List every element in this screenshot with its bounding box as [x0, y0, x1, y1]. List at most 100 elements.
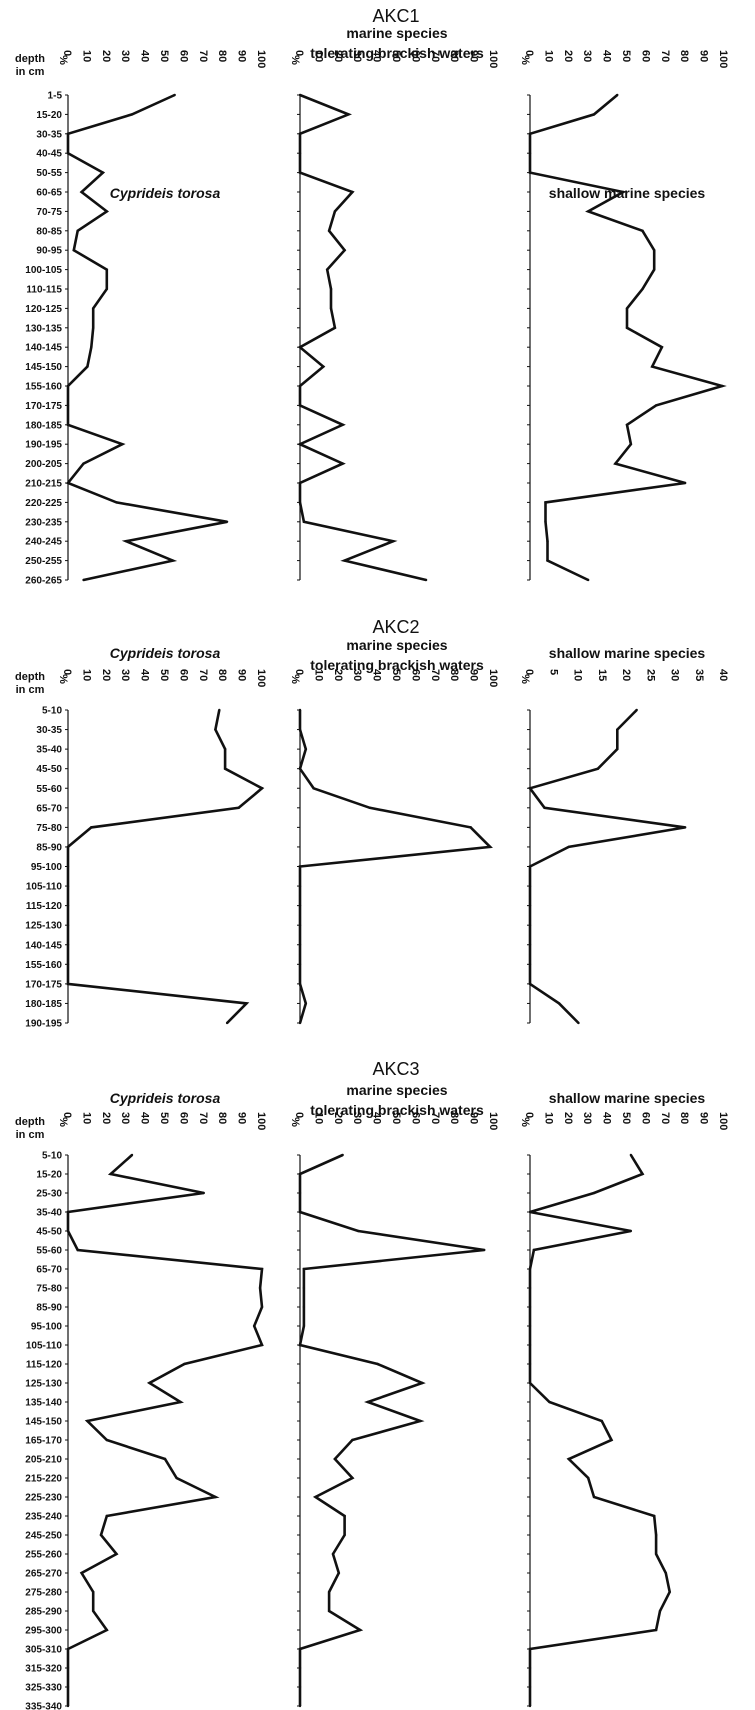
data-point — [302, 1286, 306, 1290]
data-point — [66, 963, 70, 966]
tick-label: 30 — [351, 50, 363, 62]
tick-label: 10 — [542, 1112, 554, 1124]
data-point — [333, 326, 337, 329]
data-point — [298, 982, 302, 986]
data-point — [567, 1457, 570, 1461]
data-point — [302, 1305, 306, 1309]
data-point — [66, 384, 70, 388]
data-point — [587, 210, 590, 213]
data-point — [105, 1438, 109, 1442]
data-point — [92, 326, 95, 329]
tick-label: 100 — [487, 50, 499, 68]
data-point — [66, 481, 70, 485]
data-point — [652, 268, 656, 271]
data-point — [298, 384, 302, 388]
tick-label: 15 — [596, 669, 608, 681]
data-point — [314, 1495, 317, 1499]
data-point — [528, 963, 532, 966]
data-point — [302, 520, 306, 523]
series-title: tolerating brackish waters — [310, 1102, 484, 1118]
data-point — [347, 113, 350, 116]
data-point — [298, 1343, 302, 1347]
data-point — [343, 1514, 346, 1518]
tick-label: 90 — [468, 669, 480, 681]
data-point — [218, 708, 221, 712]
tick-label: 80 — [448, 669, 460, 681]
data-point — [214, 1495, 217, 1499]
depth-label: 265-270 — [25, 1569, 62, 1580]
data-point — [66, 423, 70, 426]
depth-label: 155-160 — [25, 960, 62, 971]
tick-label: 60 — [639, 50, 651, 62]
data-point — [357, 1229, 360, 1233]
data-point — [654, 1552, 658, 1556]
depth-label: 240-245 — [25, 537, 62, 548]
tick-label: 0 — [61, 50, 73, 56]
data-point — [92, 1590, 95, 1594]
tick-label: 40 — [371, 1112, 383, 1124]
tick-label: 50 — [390, 50, 402, 62]
depth-label: 85-90 — [36, 842, 62, 853]
depth-label: 260-265 — [25, 576, 62, 587]
depth-label: 125-130 — [25, 921, 62, 932]
tick-label: 70 — [659, 50, 671, 62]
tick-label: 80 — [448, 1112, 460, 1124]
data-point — [528, 904, 532, 907]
depth-label: 220-225 — [25, 498, 62, 509]
depth-label: 95-100 — [31, 1322, 63, 1333]
tick-label: 10 — [312, 669, 324, 681]
tick-label: 40 — [717, 669, 729, 681]
data-point — [528, 1343, 532, 1347]
data-point — [66, 1210, 70, 1214]
depth-label: 130-135 — [25, 323, 62, 334]
data-point — [223, 747, 227, 751]
tick-label: 60 — [409, 1112, 421, 1124]
data-point — [532, 1248, 536, 1252]
tick-label: 70 — [429, 50, 441, 62]
tick-label: 20 — [562, 50, 574, 62]
data-point — [528, 982, 532, 986]
data-point — [92, 1609, 95, 1613]
data-point — [298, 501, 302, 504]
data-point — [66, 1685, 70, 1689]
data-point — [483, 1248, 486, 1252]
series-title: marine species — [346, 25, 447, 41]
data-point — [720, 384, 724, 388]
series-title: Cyprideis torosa — [110, 1090, 221, 1106]
data-point — [351, 1476, 354, 1480]
data-point — [528, 1305, 532, 1309]
data-point — [621, 190, 625, 194]
data-point — [528, 1685, 532, 1689]
data-point — [337, 1571, 340, 1575]
tick-label: 0 — [523, 669, 535, 675]
tick-label: 40 — [601, 1112, 613, 1124]
tick-label: 50 — [158, 1112, 170, 1124]
data-point — [76, 229, 79, 232]
data-point — [66, 982, 70, 986]
data-point — [298, 1191, 302, 1195]
tick-label: 0 — [293, 50, 305, 56]
series-line — [296, 93, 427, 582]
data-point — [528, 923, 532, 927]
depth-label: 315-320 — [25, 1664, 62, 1675]
data-point — [528, 787, 532, 790]
data-point — [577, 1021, 580, 1025]
data-point — [488, 845, 492, 849]
data-point — [66, 1647, 70, 1651]
depth-label: 180-185 — [25, 999, 62, 1010]
series-title: shallow marine species — [549, 645, 706, 661]
data-point — [592, 113, 596, 116]
tick-label: 10 — [80, 1112, 92, 1124]
data-point — [528, 1362, 532, 1366]
series-line — [528, 1154, 672, 1706]
series-column: marine species tolerating brackish waters… — [289, 1082, 499, 1708]
tick-label: 10 — [312, 50, 324, 62]
data-point — [253, 1324, 256, 1328]
data-point — [260, 787, 264, 790]
data-point — [298, 1666, 302, 1670]
data-point — [333, 1457, 337, 1461]
tick-label: 30 — [119, 1112, 131, 1124]
